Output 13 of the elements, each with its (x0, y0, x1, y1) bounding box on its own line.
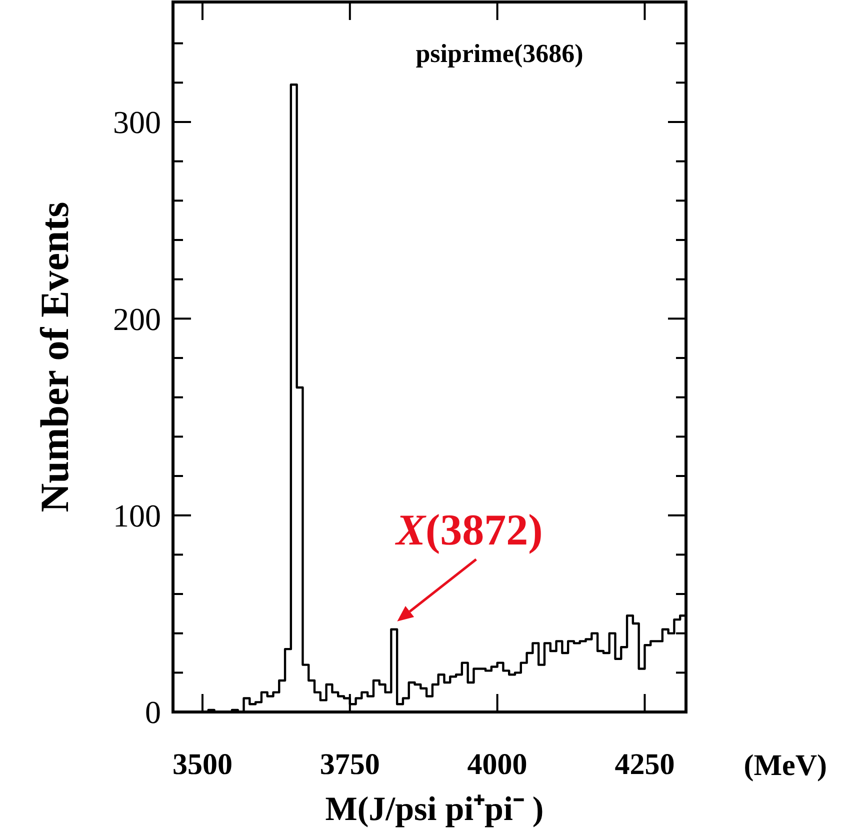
y-tick-label: 200 (113, 300, 161, 337)
y-tick-label: 300 (113, 104, 161, 140)
x-tick-label: 3750 (320, 748, 380, 781)
annotation: X(3872) (394, 505, 543, 554)
y-tick-label: 0 (145, 694, 161, 730)
x-tick-label: 4250 (614, 748, 675, 781)
y-tick-label: 100 (113, 498, 161, 534)
x-tick-label: 4000 (467, 748, 528, 781)
text: (MeV) (744, 749, 827, 782)
x-axis-title: M(J/psi pi⁺pi⁻ ) (325, 791, 544, 828)
text: psiprime(3686) (416, 39, 584, 68)
y-axis-title: Number of Events (32, 202, 77, 512)
x-tick-label: 3500 (172, 748, 232, 781)
